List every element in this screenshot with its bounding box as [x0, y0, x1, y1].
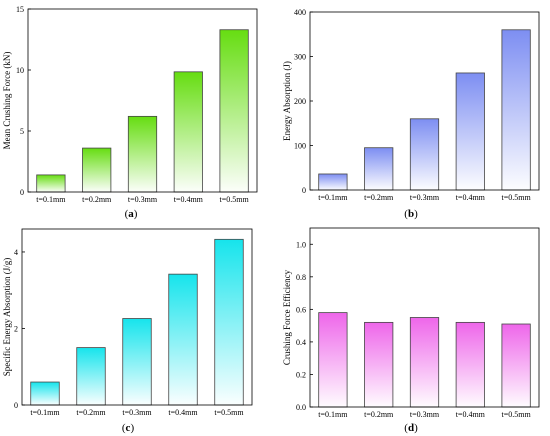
x-tick-label: t=0.3mm: [410, 193, 440, 202]
y-tick-label: 10: [16, 66, 24, 75]
panel-label: (c): [122, 422, 135, 434]
x-tick-label: t=0.2mm: [364, 193, 394, 202]
y-tick-label: 100: [294, 142, 306, 151]
bar-1-2: [82, 147, 112, 193]
plot-frame: [309, 227, 540, 408]
y-tick-label: 0: [302, 186, 306, 195]
panel-label: (a): [125, 208, 138, 220]
chart-panel-1: t=0.1mm t=0.2mm t=0.3mm t=0.4mm t=0.5mm 0 5 10 1…: [2, 5, 258, 220]
x-tick-label: t=0.3mm: [122, 408, 152, 417]
chart-panel-3: t=0.1mm t=0.2mm t=0.3mm t=0.4mm t=0.5mm 0 2 4Sp…: [2, 228, 253, 434]
bar-2-3: [409, 118, 440, 191]
x-tick-label: t=0.1mm: [318, 193, 348, 202]
x-tick-label: t=0.4mm: [456, 410, 486, 419]
y-tick-label: 0.0: [296, 403, 306, 412]
x-tick-label: t=0.4mm: [174, 195, 204, 204]
panel-label: (b): [404, 208, 418, 220]
x-tick-label: t=0.5mm: [214, 408, 244, 417]
plot-frame: [21, 228, 253, 406]
bar-2-5: [501, 29, 531, 191]
bar-4-2: [364, 321, 394, 408]
y-tick-label: 2: [14, 324, 18, 333]
bar-3-2: [76, 347, 106, 406]
y-tick-label: 400: [294, 8, 306, 17]
y-axis-title: Energy Absorption (J): [282, 61, 292, 141]
bar-3-4: [168, 273, 198, 406]
bar-4-3: [409, 317, 440, 408]
y-tick-label: 0: [20, 188, 24, 197]
x-tick-label: t=0.1mm: [30, 408, 60, 417]
x-tick-label: t=0.3mm: [128, 195, 158, 204]
x-tick-label: t=0.5mm: [502, 193, 532, 202]
x-tick-label: t=0.4mm: [168, 408, 198, 417]
panel-label: (d): [404, 422, 418, 434]
bar-1-4: [173, 71, 203, 193]
bar-4-4: [455, 321, 485, 408]
y-tick-label: 5: [20, 127, 24, 136]
x-tick-label: t=0.2mm: [76, 408, 106, 417]
chart-panel-2: t=0.1mm t=0.2mm t=0.3mm t=0.4mm t=0.5mm 0 100 2…: [282, 8, 540, 220]
y-tick-label: 1.0: [296, 240, 306, 249]
y-tick-label: 0.6: [296, 305, 306, 314]
bar-2-4: [455, 72, 485, 191]
x-tick-label: t=0.1mm: [318, 410, 348, 419]
y-tick-label: 300: [294, 53, 306, 62]
y-tick-label: 0: [14, 401, 18, 410]
bar-4-5: [501, 323, 531, 408]
x-tick-label: t=0.2mm: [82, 195, 112, 204]
y-tick-label: 0.4: [296, 338, 306, 347]
bar-2-1: [318, 173, 348, 191]
x-tick-label: t=0.2mm: [364, 410, 394, 419]
y-axis-title: Specific Energy Absorption (J/g): [2, 258, 12, 377]
plot-frame: [27, 8, 258, 193]
y-tick-label: 4: [14, 248, 18, 257]
bar-1-3: [127, 115, 158, 193]
bar-4-1: [318, 312, 348, 408]
y-axis-title: Crushing Force Efficiency: [282, 269, 292, 365]
y-tick-label: 200: [294, 97, 306, 106]
y-tick-label: 0.8: [296, 273, 306, 282]
y-tick-label: 0.2: [296, 370, 306, 379]
x-tick-label: t=0.5mm: [220, 195, 250, 204]
x-tick-label: t=0.3mm: [410, 410, 440, 419]
y-axis-title: Mean Crushing Force (kN): [2, 52, 12, 150]
bar-1-5: [219, 29, 249, 193]
bar-2-2: [364, 147, 394, 191]
bar-3-3: [122, 318, 152, 406]
x-tick-label: t=0.1mm: [36, 195, 66, 204]
chart-panel-4: t=0.1mm t=0.2mm t=0.3mm t=0.4mm t=0.5mm 0.0 0.…: [282, 227, 540, 434]
bar-3-1: [30, 381, 60, 406]
y-tick-label: 15: [16, 5, 24, 14]
x-tick-label: t=0.5mm: [502, 410, 532, 419]
x-tick-label: t=0.4mm: [456, 193, 486, 202]
bar-3-5: [214, 238, 244, 406]
bar-1-1: [36, 174, 66, 193]
